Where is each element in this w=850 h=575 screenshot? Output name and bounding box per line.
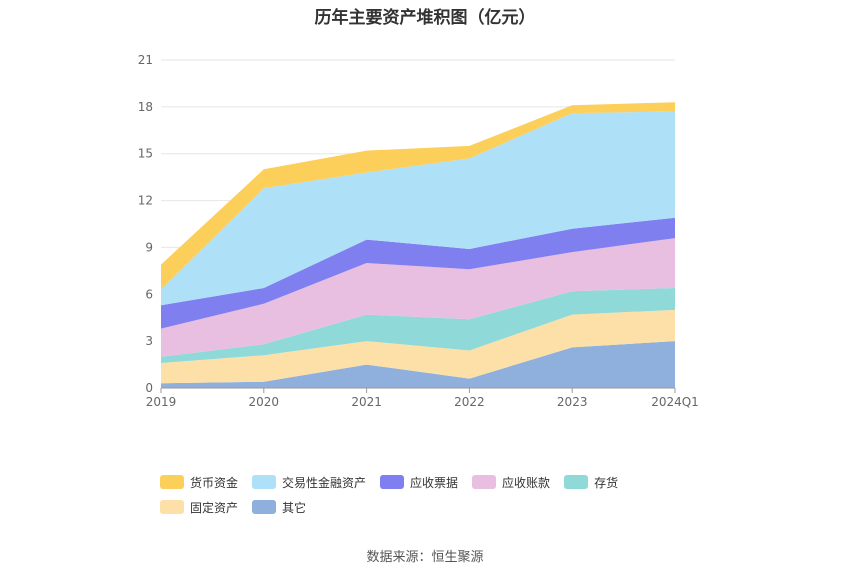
y-tick-label: 18 <box>138 100 153 114</box>
x-tick-label: 2024Q1 <box>651 395 699 409</box>
area-series <box>161 111 675 306</box>
legend-item[interactable]: 交易性金融资产 <box>252 475 367 490</box>
legend-swatch <box>472 475 497 489</box>
x-tick-label: 2020 <box>249 395 280 409</box>
y-tick-label: 3 <box>145 334 153 348</box>
area-series <box>161 217 675 329</box>
y-tick-label: 12 <box>138 194 153 208</box>
data-source: 数据来源：恒生聚源 <box>366 550 484 565</box>
x-tick-label: 2021 <box>351 395 382 409</box>
legend-label: 货币资金 <box>190 475 239 490</box>
legend-label: 固定资产 <box>190 500 239 515</box>
area-series <box>161 238 675 357</box>
area-series <box>161 309 675 384</box>
legend-item[interactable]: 固定资产 <box>160 500 239 515</box>
area-layer <box>161 102 675 388</box>
legend-item[interactable]: 应收账款 <box>472 475 551 490</box>
legend-item[interactable]: 其它 <box>252 500 307 515</box>
legend-swatch <box>252 475 277 489</box>
legend-item[interactable]: 应收票据 <box>380 475 459 490</box>
x-tick-label: 2019 <box>146 395 177 409</box>
legend-label: 其它 <box>282 500 307 515</box>
y-tick-label: 6 <box>145 287 153 301</box>
legend-swatch <box>380 475 405 489</box>
legend-label: 交易性金融资产 <box>282 475 367 490</box>
legend-label: 应收账款 <box>502 475 551 490</box>
legend-swatch <box>252 500 277 514</box>
y-tick-label: 21 <box>138 53 153 67</box>
x-tick-label: 2022 <box>454 395 485 409</box>
legend-swatch <box>160 475 184 489</box>
legend-swatch <box>160 500 184 514</box>
legend-swatch <box>564 475 589 489</box>
legend-item[interactable]: 存货 <box>564 475 619 490</box>
area-series <box>161 288 675 363</box>
legend-label: 存货 <box>594 475 619 490</box>
legend-item[interactable]: 货币资金 <box>160 475 239 490</box>
x-tick-label: 2023 <box>557 395 588 409</box>
y-tick-label: 15 <box>138 147 153 161</box>
chart-title: 历年主要资产堆积图（亿元） <box>314 8 536 28</box>
area-series <box>161 341 675 388</box>
y-tick-label: 0 <box>145 381 153 395</box>
legend: 货币资金 交易性金融资产 应收票据 应收账款 存货固定资产 其它 <box>160 474 720 524</box>
legend-label: 应收票据 <box>410 475 459 490</box>
y-tick-label: 9 <box>145 240 153 254</box>
axis-layer: 0 3 6 9 12 15 18 21 2019 2020 2021 2022 2023 2024Q1 <box>138 53 699 409</box>
